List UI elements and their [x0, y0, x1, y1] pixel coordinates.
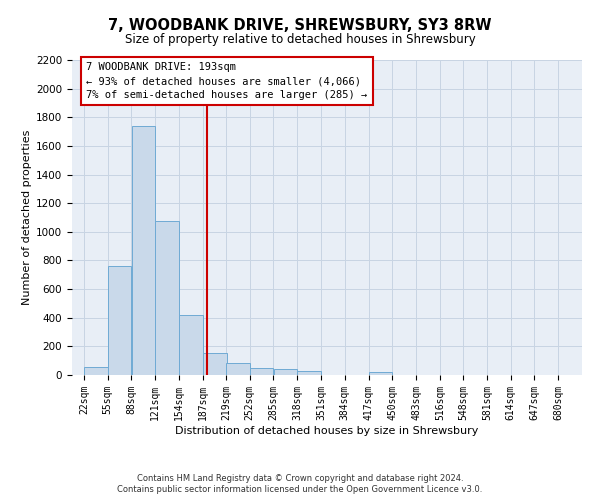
Bar [84, 367, 107, 375]
Bar [108, 266, 131, 375]
Bar [131, 126, 155, 375]
Bar [298, 370, 321, 375]
X-axis label: Distribution of detached houses by size in Shrewsbury: Distribution of detached houses by size … [175, 426, 479, 436]
Bar [179, 315, 203, 375]
Bar [369, 372, 392, 375]
Bar [203, 353, 227, 375]
Text: Contains HM Land Registry data © Crown copyright and database right 2024.
Contai: Contains HM Land Registry data © Crown c… [118, 474, 482, 494]
Y-axis label: Number of detached properties: Number of detached properties [22, 130, 32, 305]
Bar [226, 363, 250, 375]
Text: Size of property relative to detached houses in Shrewsbury: Size of property relative to detached ho… [125, 32, 475, 46]
Text: 7 WOODBANK DRIVE: 193sqm
← 93% of detached houses are smaller (4,066)
7% of semi: 7 WOODBANK DRIVE: 193sqm ← 93% of detach… [86, 62, 368, 100]
Bar [155, 221, 179, 375]
Text: 7, WOODBANK DRIVE, SHREWSBURY, SY3 8RW: 7, WOODBANK DRIVE, SHREWSBURY, SY3 8RW [108, 18, 492, 32]
Bar [250, 368, 274, 375]
Bar [274, 370, 297, 375]
